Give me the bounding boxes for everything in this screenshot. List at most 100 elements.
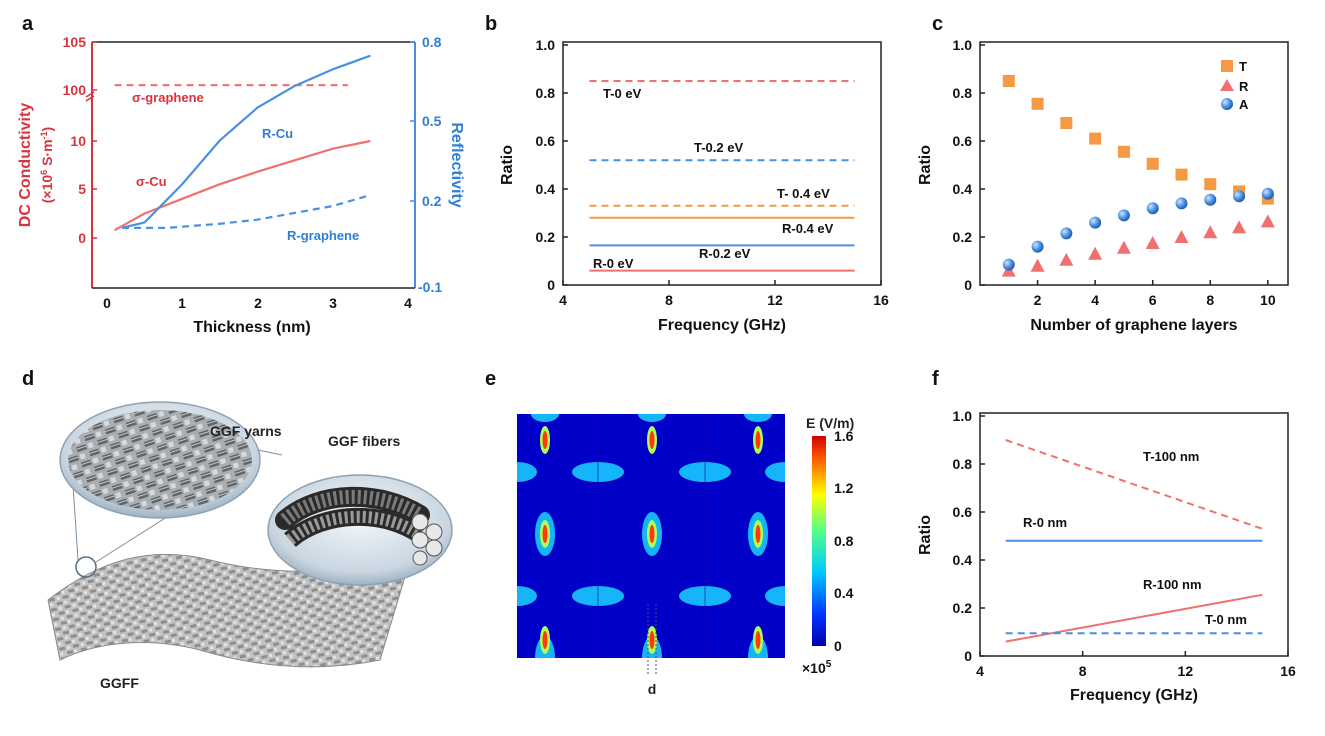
chart-b: 1.00.80.60.40.20 4 8 12 16 Frequency (GHz) …: [499, 37, 889, 334]
c-xlabel: Number of graphene layers: [1030, 317, 1237, 334]
a-label-r-cu: R-Cu: [262, 126, 293, 141]
c-t-point-1: [1031, 97, 1044, 110]
c-legend-a: A: [1239, 97, 1249, 112]
c-r-point-7: [1203, 225, 1218, 239]
f-ytick-0: 1.0: [953, 408, 973, 424]
c-legend-t: T: [1239, 59, 1247, 74]
f-xtick-3: 16: [1280, 663, 1296, 679]
a-ytick-left-0: 105: [63, 34, 87, 50]
a-x-ticks: 0 1 2 3 4: [103, 295, 412, 311]
c-legend-square-icon: [1221, 60, 1233, 72]
c-frame: [979, 41, 1289, 286]
panel-label-e: e: [485, 368, 496, 390]
f-series: [1005, 439, 1263, 643]
c-xtick-3: 8: [1206, 292, 1214, 308]
a-ytick-left-4: 0: [78, 230, 86, 246]
c-a-point-0: [1002, 258, 1015, 271]
c-legend: T R A: [1220, 59, 1249, 112]
b-ytick-0: 1.0: [536, 37, 556, 53]
colorbar-title: E (V/m): [806, 415, 854, 431]
f-ytick-3: 0.4: [953, 552, 973, 568]
f-label-t-100nm: T-100 nm: [1143, 449, 1199, 464]
b-ytick-4: 0.2: [536, 229, 556, 245]
a-series-2: [121, 54, 371, 229]
c-legend-r: R: [1239, 79, 1249, 94]
a-label-r-graphene: R-graphene: [287, 228, 359, 243]
b-label-t-0ev: T-0 eV: [603, 86, 642, 101]
c-legend-circle-icon: [1221, 98, 1233, 110]
c-t-point-6: [1175, 168, 1188, 181]
c-xtick-4: 10: [1260, 292, 1276, 308]
a-ytick-left-3: 5: [78, 181, 86, 197]
c-ytick-1: 0.8: [953, 85, 973, 101]
c-t-point-7: [1204, 178, 1217, 191]
c-ytick-5: 0: [964, 277, 972, 293]
f-xticks: 4 8 12 16: [976, 651, 1296, 679]
c-xticks: 2 4 6 8 10: [1034, 280, 1276, 308]
b-label-r-0ev: R-0 eV: [593, 256, 634, 271]
c-r-point-3: [1088, 246, 1103, 260]
c-a-point-5: [1146, 202, 1159, 215]
colorbar: [812, 436, 826, 646]
colorbar-tick-4: 0: [834, 638, 842, 654]
ggf-fibers-bundle: [275, 486, 443, 566]
c-ylabel: Ratio: [917, 145, 934, 185]
a-xtick-1: 1: [178, 295, 186, 311]
b-label-t-02ev: T-0.2 eV: [694, 140, 743, 155]
c-r-point-8: [1232, 220, 1247, 234]
c-r-point-4: [1116, 240, 1131, 254]
f-series-0: [1005, 439, 1263, 530]
a-ylabel-left-2: (×106 S·m-1): [39, 127, 55, 203]
c-t-point-0: [1002, 75, 1015, 87]
c-ytick-4: 0.2: [953, 229, 973, 245]
a-ytick-left-1: 100: [63, 82, 87, 98]
c-ytick-3: 0.4: [953, 181, 973, 197]
zoom-line-3: [257, 449, 283, 456]
b-xtick-2: 12: [767, 292, 783, 308]
a-label-sigma-cu: σ-Cu: [136, 174, 167, 189]
b-yticks: 1.0 0.8 0.6 0.4 0.2 0: [536, 37, 568, 293]
c-a-point-3: [1089, 216, 1102, 229]
b-frame: [562, 41, 882, 286]
b-label-r-02ev: R-0.2 eV: [699, 246, 751, 261]
a-xtick-2: 2: [254, 295, 262, 311]
c-r-point-2: [1059, 252, 1074, 266]
ggf-yarns-weave: [68, 410, 252, 510]
ggff-illustration: GGF yarns GGF fibers GGFF: [47, 401, 453, 691]
a-series: [113, 54, 371, 232]
c-a-point-2: [1060, 227, 1073, 240]
c-ytick-0: 1.0: [953, 37, 973, 53]
b-xticks: 4 8 12 16: [559, 280, 889, 308]
field-map-e: d E (V/m) 1.6 1.2 0.8 0.4 0 ×105: [517, 414, 854, 697]
c-a-point-9: [1261, 187, 1274, 200]
b-xtick-0: 4: [559, 292, 567, 308]
b-xlabel: Frequency (GHz): [658, 317, 786, 334]
f-ytick-5: 0: [964, 648, 972, 664]
b-series: [589, 80, 855, 272]
a-ytick-right-2: 0.2: [422, 193, 442, 209]
c-r-point-9: [1260, 214, 1275, 228]
f-ylabel: Ratio: [917, 515, 934, 555]
chart-a: 105 100 10 5 0 0.8 0.5 0.2 -0.1 0 1 2 3: [17, 34, 465, 336]
a-ytick-right-1: 0.5: [422, 113, 442, 129]
colorbar-tick-2: 0.8: [834, 533, 854, 549]
b-label-t-04ev: T- 0.4 eV: [777, 186, 830, 201]
b-ylabel: Ratio: [499, 145, 516, 185]
c-xtick-2: 6: [1149, 292, 1157, 308]
f-xtick-0: 4: [976, 663, 984, 679]
a-ytick-left-2: 10: [70, 133, 86, 149]
c-t-point-3: [1089, 132, 1102, 145]
f-yticks: 1.0 0.8 0.6 0.4 0.2 0: [953, 408, 985, 664]
f-xtick-1: 8: [1079, 663, 1087, 679]
f-frame: [979, 412, 1289, 657]
zoom-circle-small: [75, 556, 97, 578]
a-axis-break: [85, 91, 95, 102]
b-ytick-1: 0.8: [536, 85, 556, 101]
colorbar-tick-3: 0.4: [834, 585, 854, 601]
label-ggff: GGFF: [100, 675, 139, 691]
label-ggf-yarns: GGF yarns: [210, 423, 282, 439]
b-ytick-5: 0: [547, 277, 555, 293]
panel-label-f: f: [932, 368, 939, 390]
c-r-point-5: [1145, 236, 1160, 249]
c-a-point-1: [1031, 240, 1044, 253]
